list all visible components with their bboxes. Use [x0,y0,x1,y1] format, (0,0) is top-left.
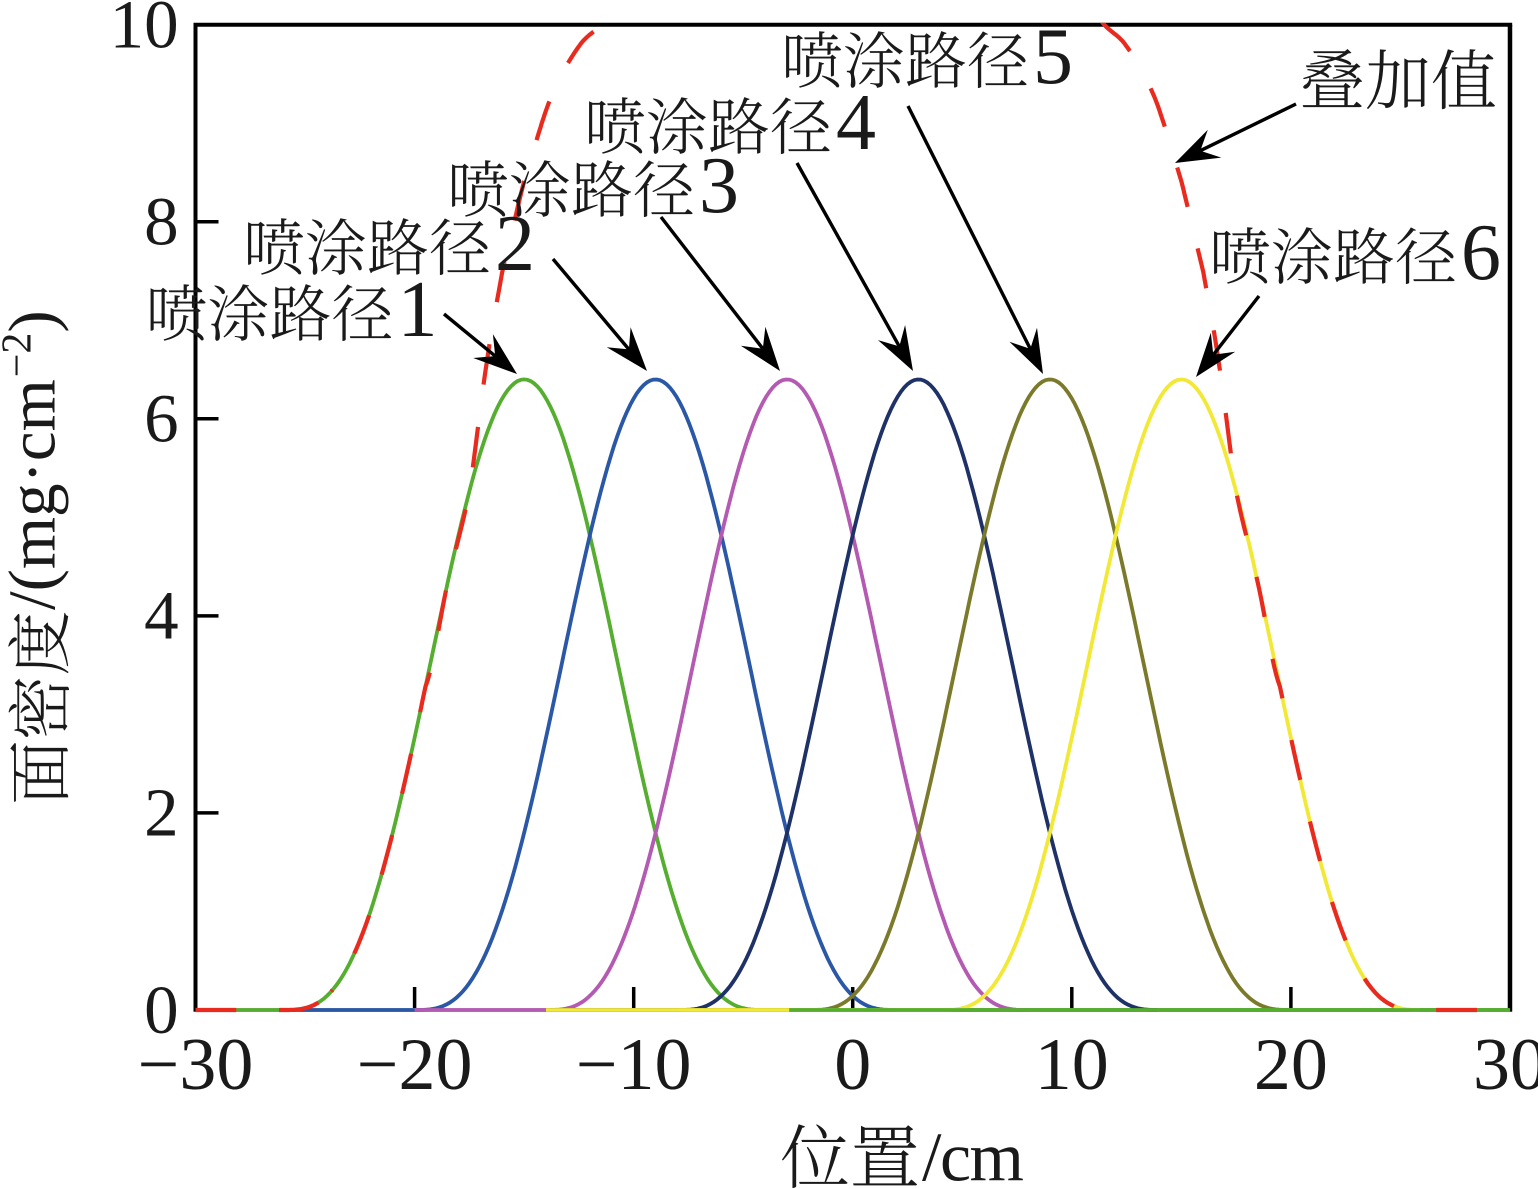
svg-text:−20: −20 [357,1024,473,1106]
svg-text:10: 10 [1035,1024,1109,1106]
svg-text:0: 0 [834,1024,871,1106]
svg-text:6: 6 [1461,209,1501,297]
svg-text:−10: −10 [576,1024,692,1106]
svg-text:5: 5 [1033,13,1073,101]
svg-text:4: 4 [836,79,876,167]
svg-text:10: 10 [110,0,179,63]
svg-text:1: 1 [398,266,438,354]
svg-text:8: 8 [144,184,179,260]
svg-text:−30: −30 [138,1024,254,1106]
svg-text:30: 30 [1473,1024,1538,1106]
svg-text:3: 3 [699,142,739,230]
svg-text:/cm: /cm [922,1120,1024,1189]
svg-text:20: 20 [1254,1024,1328,1106]
svg-text:4: 4 [144,578,179,654]
svg-text:2: 2 [144,775,179,851]
svg-text:0: 0 [144,972,179,1048]
svg-text:6: 6 [144,381,179,457]
